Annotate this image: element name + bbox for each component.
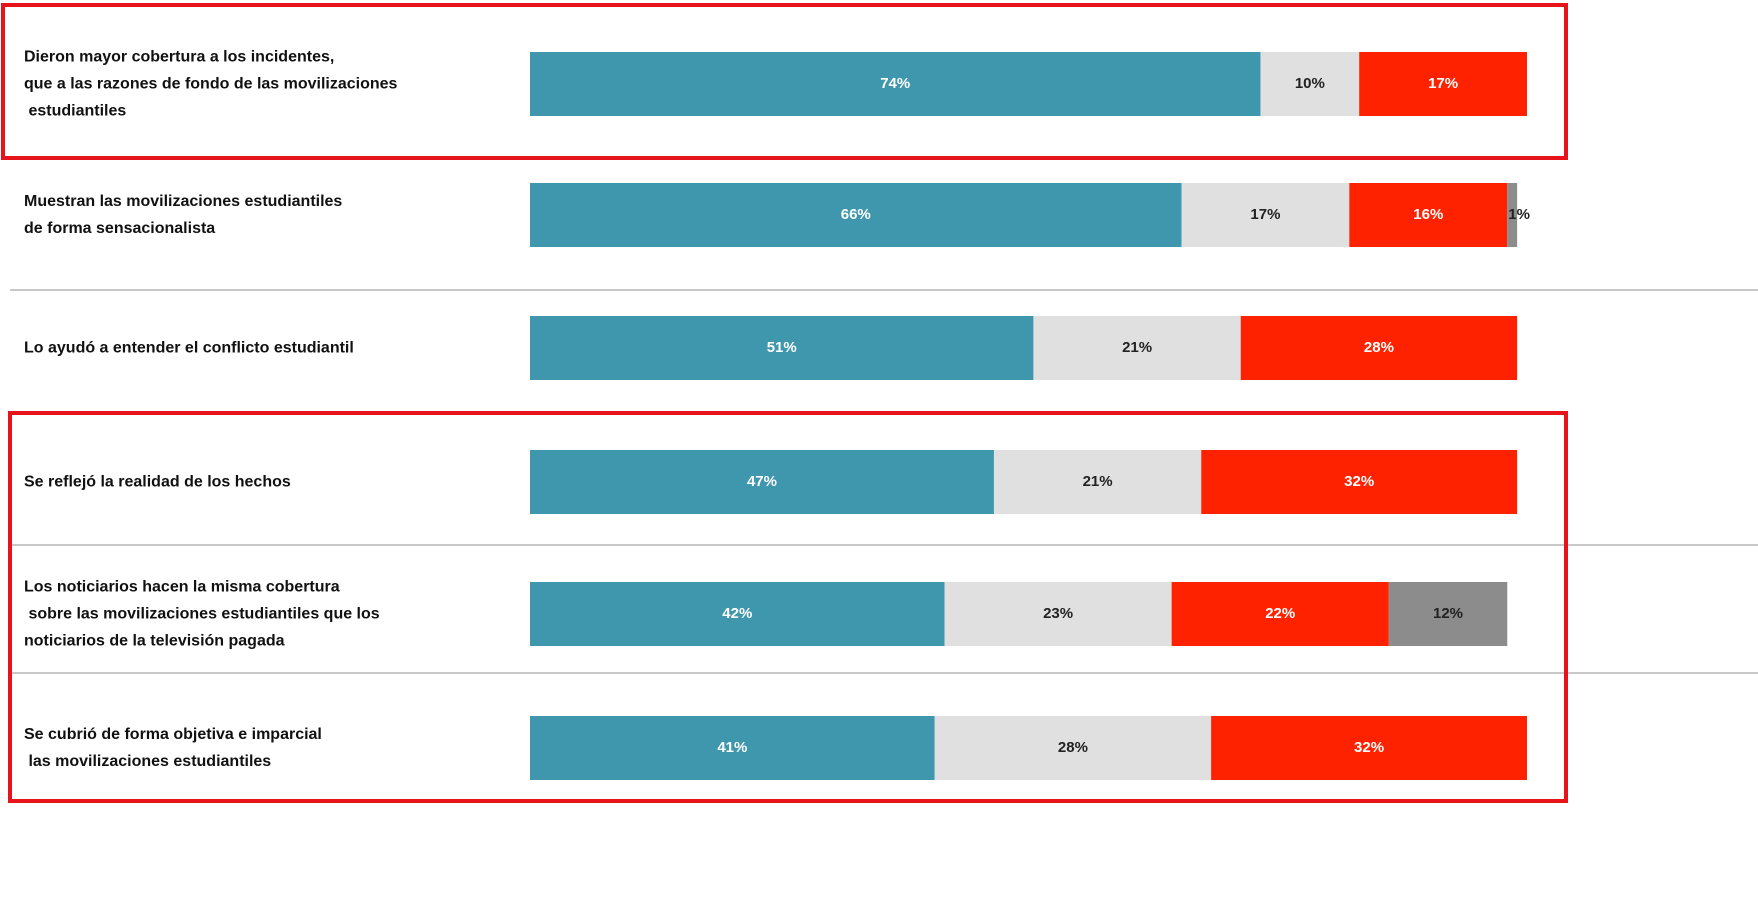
category-label: Se reflejó la realidad de los hechos (24, 473, 291, 491)
value-label: 66% (841, 206, 871, 223)
value-label: 28% (1058, 739, 1088, 756)
value-label: 17% (1428, 75, 1458, 92)
bar-segment (1171, 582, 1389, 646)
value-label: 42% (722, 605, 752, 622)
value-label: 12% (1433, 605, 1463, 622)
highlight-box (8, 411, 1568, 803)
bar-segment (1211, 716, 1527, 780)
value-label: 21% (1122, 339, 1152, 356)
bar-segment (530, 450, 994, 514)
value-label: 16% (1413, 206, 1443, 223)
bar-segment (1349, 183, 1508, 247)
value-label: 47% (747, 473, 777, 490)
bar-segment (530, 716, 935, 780)
value-label: 21% (1083, 473, 1113, 490)
value-label: 17% (1250, 206, 1280, 223)
value-label: 10% (1295, 75, 1325, 92)
highlight-box (1, 3, 1568, 160)
bar-segment (1033, 316, 1241, 380)
bar-segment (1240, 316, 1518, 380)
bar-segment (1359, 52, 1527, 116)
value-label: 23% (1043, 605, 1073, 622)
bar-segment (1388, 582, 1508, 646)
value-label: 41% (717, 739, 747, 756)
bar-segment (1181, 183, 1350, 247)
bar-segment (934, 716, 1212, 780)
value-label: 51% (767, 339, 797, 356)
value-label: 28% (1364, 339, 1394, 356)
bar-segment (1201, 450, 1518, 514)
bar-segment (993, 450, 1202, 514)
category-label: Muestran las movilizaciones estudiantile… (24, 193, 343, 237)
bar-segment (530, 316, 1034, 380)
category-label: Lo ayudó a entender el conflicto estudia… (24, 339, 354, 357)
value-label: 1% (1508, 206, 1530, 223)
value-label: 74% (880, 75, 910, 92)
bar-segment (944, 582, 1172, 646)
bar-segment (530, 582, 945, 646)
bar-segment (1260, 52, 1360, 116)
value-label: 32% (1344, 473, 1374, 490)
category-label: Se cubrió de forma objetiva e imparcial … (24, 726, 322, 770)
value-label: 22% (1265, 605, 1295, 622)
value-label: 32% (1354, 739, 1384, 756)
bar-segment (1507, 183, 1518, 247)
bar-segment (530, 52, 1261, 116)
bar-segment (530, 183, 1182, 247)
category-label: Los noticiarios hacen la misma cobertura… (24, 578, 380, 650)
category-label: Dieron mayor cobertura a los incidentes,… (24, 48, 398, 120)
